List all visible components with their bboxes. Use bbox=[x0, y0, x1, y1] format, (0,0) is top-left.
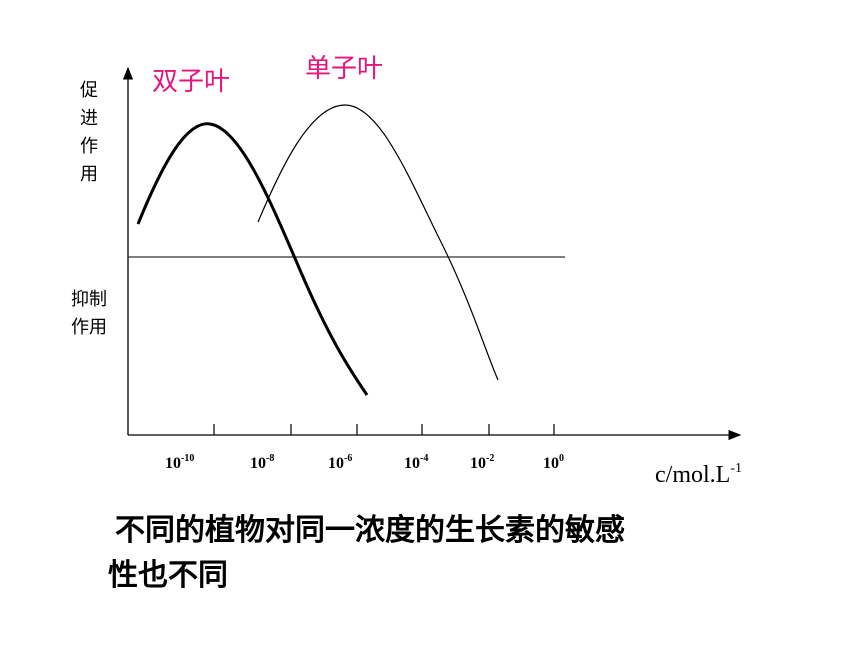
inhibit-label: 作用 bbox=[71, 317, 107, 338]
x-tick-label: 10-6 bbox=[328, 453, 352, 472]
x-tick-label: 10-2 bbox=[470, 453, 494, 472]
x-tick-label: 10-10 bbox=[165, 453, 194, 472]
x-tick-label: 10-4 bbox=[404, 453, 428, 472]
monocot-label: 单子叶 bbox=[305, 54, 383, 84]
dicot-label: 双子叶 bbox=[152, 67, 230, 97]
promote-label: 作 bbox=[80, 136, 98, 157]
caption: 不同的植物对同一浓度的生长素的敏感 bbox=[115, 513, 625, 548]
x-tick-label: 100 bbox=[543, 453, 564, 472]
promote-label: 促 bbox=[80, 80, 98, 101]
x-unit: c/mol.L-1 bbox=[655, 461, 742, 488]
monocot-curve bbox=[257, 104, 499, 381]
promote-label: 进 bbox=[80, 108, 98, 129]
caption: 性也不同 bbox=[108, 558, 228, 593]
x-tick-label: 10-8 bbox=[250, 453, 274, 472]
promote-label: 用 bbox=[80, 164, 98, 185]
inhibit-label: 抑制 bbox=[71, 289, 107, 310]
dicot-curve bbox=[136, 122, 369, 396]
